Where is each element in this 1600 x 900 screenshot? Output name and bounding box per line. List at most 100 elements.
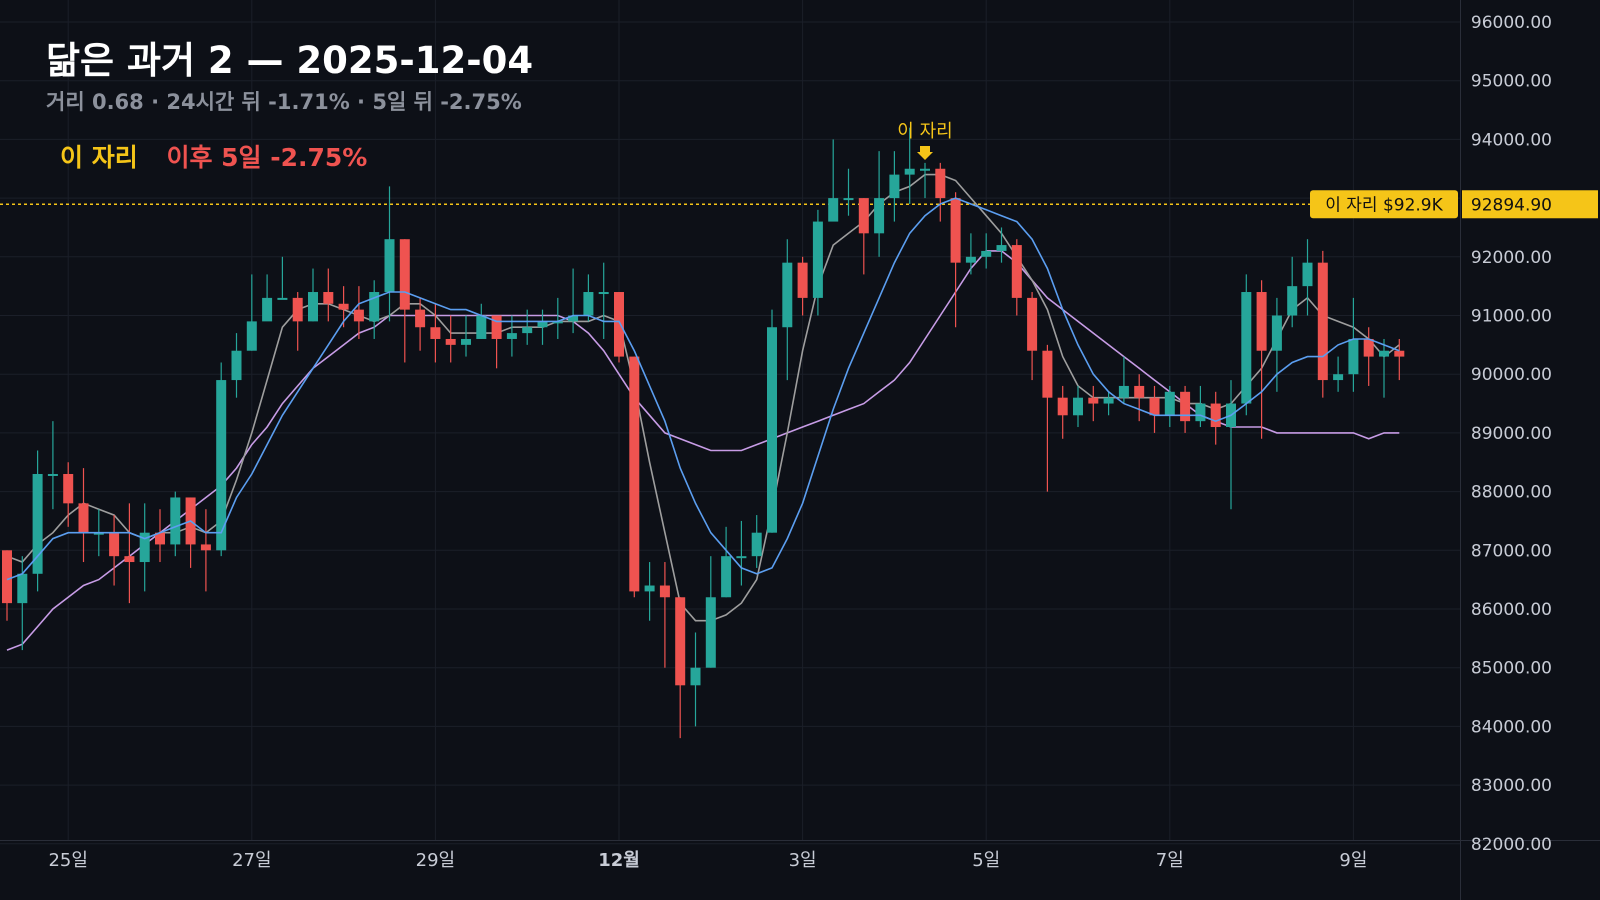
candle-down [1134, 385, 1145, 398]
candle-down [445, 338, 456, 345]
candle-down [1011, 245, 1022, 298]
candle-up [461, 338, 471, 345]
candle-up [828, 198, 839, 222]
y-tick-label: 85000.00 [1471, 659, 1552, 679]
candle-up [552, 321, 563, 324]
y-tick-label: 82000.00 [1471, 835, 1552, 855]
outcome-label: 이후 5일 -2.75% [166, 143, 368, 172]
candle-up [736, 556, 747, 559]
marker-tag-label: 이 자리 $92.9K [1325, 195, 1443, 215]
candle-down [353, 309, 364, 322]
candle-up [1333, 374, 1344, 381]
marker-price-tag [1462, 190, 1598, 219]
candle-up [767, 327, 777, 533]
candle-up [139, 532, 150, 563]
candle-up [782, 262, 793, 328]
marker-label: 이 자리 [60, 143, 138, 172]
candle-up [889, 174, 900, 199]
candle-down [491, 315, 502, 339]
candle-up [522, 327, 533, 334]
x-tick-label: 9일 [1339, 850, 1367, 871]
marker-summary: 이 자리 이후 5일 -2.75% [60, 138, 387, 174]
candle-up [1241, 292, 1252, 404]
candle-down [109, 532, 120, 557]
candle-up [277, 297, 288, 300]
y-tick-label: 92000.00 [1471, 248, 1552, 268]
x-tick-label: 5일 [972, 850, 1000, 871]
y-tick-label: 90000.00 [1471, 365, 1552, 385]
candle-up [690, 667, 701, 686]
x-tick-label: 3일 [789, 850, 817, 871]
candle-down [292, 297, 303, 322]
candle-up [1195, 403, 1206, 422]
y-tick-label: 87000.00 [1471, 541, 1552, 561]
candle-up [369, 292, 380, 322]
chart-subtitle: 거리 0.68 · 24시간 뒤 -1.71% · 5일 뒤 -2.75% [46, 90, 522, 114]
candle-up [47, 473, 58, 476]
candle-up [1164, 391, 1175, 416]
candle-up [1302, 262, 1313, 287]
candle-up [904, 168, 915, 175]
candle-up [981, 250, 992, 257]
candle-up [705, 597, 716, 668]
y-tick-label: 84000.00 [1471, 717, 1552, 737]
x-tick-label: 12월 [598, 850, 640, 871]
candle-up [996, 245, 1007, 251]
candle-up [965, 256, 976, 263]
candle-up [246, 321, 257, 351]
marker-arrow-icon [917, 146, 933, 160]
candle-down [1042, 350, 1053, 398]
x-tick-label: 7일 [1156, 850, 1184, 871]
candle-up [1348, 338, 1359, 375]
candle-down [124, 556, 135, 563]
y-tick-label: 96000.00 [1471, 13, 1552, 33]
candle-up [476, 315, 487, 339]
candle-up [537, 321, 548, 328]
candle-down [797, 262, 808, 298]
marker-price-label: 92894.90 [1471, 195, 1552, 215]
candle-up [920, 168, 930, 171]
candle-down [1057, 397, 1068, 416]
candle-down [675, 597, 686, 686]
y-tick-label: 83000.00 [1471, 776, 1552, 796]
ma-line-purple [6, 250, 1400, 651]
candle-down [63, 473, 74, 504]
candle-up [583, 292, 594, 316]
ma-line-gray [6, 173, 1400, 622]
candle-up [170, 497, 181, 545]
candle-down [1317, 262, 1328, 381]
candle-down [78, 503, 89, 533]
candle-up [32, 473, 43, 574]
candle-down [935, 168, 946, 199]
candle-up [262, 297, 273, 322]
marker-tag [1310, 190, 1458, 219]
y-tick-label: 89000.00 [1471, 424, 1552, 444]
candle-up [1118, 385, 1129, 398]
y-tick-label: 91000.00 [1471, 307, 1552, 327]
candle-down [1394, 350, 1405, 357]
candle-down [1256, 292, 1267, 351]
candle-down [1180, 391, 1191, 422]
candle-down [659, 585, 670, 598]
candle-down [323, 292, 334, 304]
candle-up [93, 532, 104, 535]
candle-up [843, 198, 854, 201]
candle-up [644, 585, 655, 592]
candle-up [231, 350, 242, 381]
candle-up [568, 315, 579, 322]
y-tick-label: 88000.00 [1471, 483, 1552, 503]
candle-down [430, 327, 441, 339]
candle-up [874, 198, 885, 234]
ma-line-blue [6, 197, 1400, 581]
candle-up [812, 221, 823, 298]
x-tick-label: 27일 [232, 850, 271, 871]
candle-down [2, 550, 12, 604]
candle-down [614, 292, 624, 357]
candle-down [858, 198, 869, 234]
candle-up [1271, 315, 1282, 351]
candle-up [1287, 286, 1298, 316]
candle-up [17, 573, 28, 604]
candle-down [1027, 297, 1038, 351]
